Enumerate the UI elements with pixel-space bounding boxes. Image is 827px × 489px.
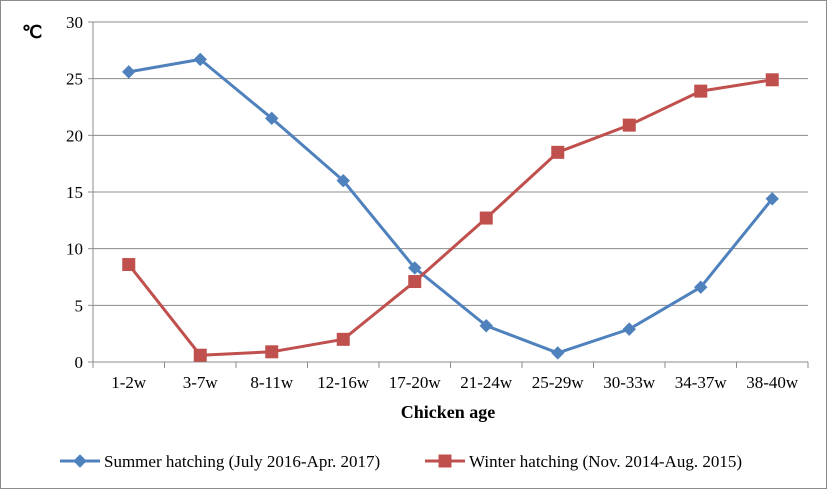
x-tick-label: 17-20w (389, 373, 442, 392)
gridlines (93, 21, 808, 306)
series-line (127, 78, 773, 357)
series-winter (122, 73, 779, 362)
data-point (408, 275, 422, 289)
x-tick-labels: 1-2w 3-7w 8-11w 12-16w 17-20w 21-24w 25-29w 30-… (111, 373, 799, 392)
series-group (122, 52, 779, 362)
x-tick-label: 21-24w (460, 373, 513, 392)
data-point (551, 346, 565, 360)
legend: Summer hatching (July 2016-Apr. 2017) Win… (60, 452, 742, 471)
y-tick-label: 30 (66, 13, 83, 32)
x-tick-label: 1-2w (111, 373, 147, 392)
data-point (265, 345, 279, 359)
legend-item: Summer hatching (July 2016-Apr. 2017) (60, 452, 380, 471)
x-tick-label: 12-16w (317, 373, 370, 392)
series-summer (122, 52, 779, 360)
y-tick-label: 25 (66, 70, 83, 89)
y-tick-labels: 0 5 10 15 20 25 30 (66, 13, 83, 372)
legend-label: Winter hatching (Nov. 2014-Aug. 2015) (469, 452, 742, 471)
data-point (122, 65, 136, 79)
legend-item: Winter hatching (Nov. 2014-Aug. 2015) (425, 452, 742, 471)
y-tick-label: 15 (66, 183, 83, 202)
data-point (336, 173, 350, 188)
y-tick-label: 10 (66, 240, 83, 259)
x-tick-label: 8-11w (250, 373, 294, 392)
data-point (193, 348, 207, 362)
data-point (765, 192, 779, 206)
x-tick-label: 30-33w (603, 373, 656, 392)
x-tick-label: 38-40w (746, 373, 799, 392)
data-point (193, 52, 207, 67)
data-point (479, 211, 493, 225)
data-point (408, 261, 422, 275)
x-axis-title: Chicken age (401, 402, 496, 422)
data-point (265, 111, 279, 126)
series-line (128, 57, 774, 355)
data-point (694, 280, 708, 294)
data-point (336, 332, 350, 346)
x-tick-label: 34-37w (675, 373, 728, 392)
x-tick-label: 25-29w (532, 373, 585, 392)
data-point (479, 319, 493, 333)
axes (88, 21, 809, 368)
legend-label: Summer hatching (July 2016-Apr. 2017) (104, 452, 380, 471)
data-point (622, 322, 636, 336)
y-tick-label: 5 (75, 296, 84, 315)
y-tick-label: 20 (66, 126, 83, 145)
data-point (765, 73, 779, 87)
data-point (694, 84, 708, 98)
y-axis-title: ℃ (22, 22, 42, 42)
legend-marker (73, 454, 87, 468)
data-point (551, 145, 565, 159)
y-tick-label: 0 (75, 353, 84, 372)
x-tick-label: 3-7w (183, 373, 219, 392)
legend-marker (438, 454, 452, 468)
data-point (122, 258, 136, 272)
data-point (622, 118, 636, 132)
